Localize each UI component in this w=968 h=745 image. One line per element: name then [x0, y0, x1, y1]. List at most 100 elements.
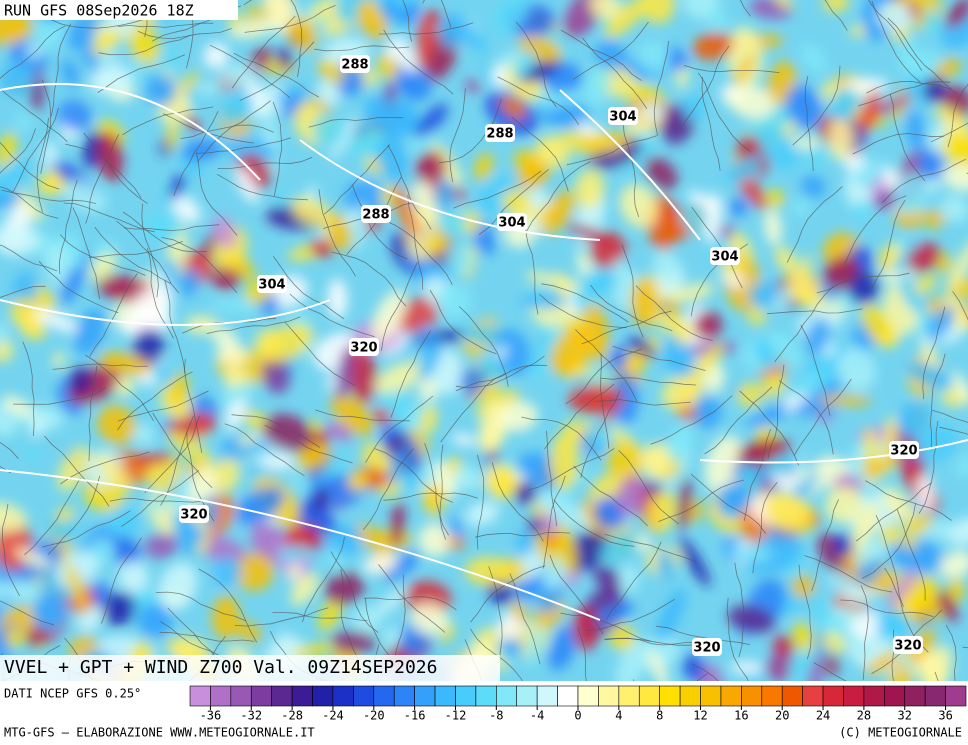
- vvel-blob: [772, 635, 795, 657]
- vvel-blob: [543, 531, 561, 549]
- vvel-blob: [261, 353, 291, 394]
- vvel-blob: [637, 41, 670, 74]
- streamline: [653, 41, 669, 136]
- streamline: [206, 316, 301, 334]
- vvel-blob: [0, 223, 40, 256]
- vvel-blob: [166, 412, 217, 439]
- streamline: [575, 329, 638, 402]
- streamline: [855, 482, 933, 542]
- vvel-blob: [745, 104, 794, 140]
- streamline: [931, 122, 968, 143]
- vvel-blob: [661, 374, 702, 411]
- contour-label: 288: [486, 127, 513, 142]
- vvel-blob: [310, 239, 334, 257]
- vvel-blob: [318, 596, 343, 632]
- colorbar-cell: [741, 685, 763, 707]
- vvel-blob: [748, 281, 778, 308]
- streamline: [440, 0, 452, 28]
- vvel-blob: [785, 268, 826, 308]
- vvel-blob: [652, 250, 682, 283]
- colorbar-tick-label: -8: [489, 709, 503, 723]
- streamline: [324, 144, 391, 215]
- vvel-blob: [423, 484, 446, 515]
- vvel-blob: [589, 0, 622, 21]
- vvel-blob: [670, 283, 715, 303]
- vvel-blob: [13, 113, 34, 131]
- vvel-blob: [801, 175, 826, 199]
- height-contour: [559, 89, 701, 241]
- streamline: [658, 479, 744, 522]
- vvel-blob: [392, 185, 419, 236]
- vvel-blob: [648, 649, 670, 681]
- colorbar-cell: [700, 685, 722, 707]
- vvel-blob: [871, 94, 915, 116]
- streamline: [383, 29, 454, 95]
- streamline: [774, 286, 834, 363]
- streamline: [144, 0, 150, 38]
- streamline: [196, 137, 291, 154]
- vvel-blob: [536, 135, 571, 169]
- vvel-blob: [599, 531, 639, 564]
- colorbar-cell: [577, 685, 599, 707]
- streamline: [97, 54, 186, 94]
- streamline: [313, 45, 410, 52]
- colorbar-cell: [475, 685, 497, 707]
- vvel-blob: [377, 54, 398, 80]
- vvel-blob: [150, 493, 166, 513]
- vvel-blob: [822, 632, 847, 654]
- vvel-blob: [3, 18, 25, 37]
- vvel-blob: [130, 285, 172, 331]
- vvel-blob: [764, 208, 783, 246]
- vvel-blob: [347, 472, 369, 491]
- streamline: [572, 21, 649, 80]
- vvel-blob: [952, 371, 968, 404]
- vvel-blob: [355, 524, 386, 549]
- streamline: [868, 0, 923, 71]
- streamline: [577, 627, 587, 681]
- vvel-blob: [90, 252, 117, 282]
- vvel-blob: [445, 518, 464, 538]
- vvel-blob: [609, 624, 636, 651]
- vvel-blob: [36, 12, 71, 48]
- colorbar-cell: [945, 685, 967, 707]
- streamline: [491, 462, 544, 542]
- colorbar-cell: [638, 685, 660, 707]
- vvel-blob: [45, 243, 69, 286]
- colorbar-cell: [863, 685, 885, 707]
- colorbar-cell: [414, 685, 436, 707]
- vvel-blob: [211, 458, 241, 493]
- streamline: [72, 207, 101, 300]
- streamline: [144, 415, 200, 493]
- vvel-blob: [937, 590, 959, 622]
- vvel-blob: [923, 75, 947, 103]
- streamline: [12, 107, 59, 192]
- vvel-blob: [400, 69, 433, 102]
- vvel-blob: [277, 545, 311, 561]
- streamline: [582, 37, 648, 109]
- colorbar-cell: [516, 685, 538, 707]
- streamline: [440, 372, 506, 443]
- colorbar-tick-label: 4: [615, 709, 622, 723]
- vvel-blob: [166, 115, 179, 151]
- colorbar-cell: [618, 685, 640, 707]
- colorbar-cell: [230, 685, 252, 707]
- streamline: [798, 564, 812, 660]
- streamline: [40, 79, 52, 174]
- vvel-blob: [755, 339, 778, 369]
- vvel-blob: [935, 58, 962, 78]
- streamline: [365, 395, 434, 463]
- streamline: [476, 454, 485, 550]
- vvel-blob: [329, 116, 358, 160]
- vvel-blob: [347, 344, 378, 404]
- vvel-blob: [336, 345, 354, 400]
- streamline: [180, 124, 274, 139]
- vvel-blob: [327, 278, 348, 320]
- streamline: [469, 628, 523, 681]
- colorbar-tick-label: -12: [445, 709, 467, 723]
- vvel-blob: [451, 434, 477, 446]
- streamline: [152, 412, 213, 488]
- vvel-blob: [211, 595, 240, 640]
- streamline: [618, 450, 680, 525]
